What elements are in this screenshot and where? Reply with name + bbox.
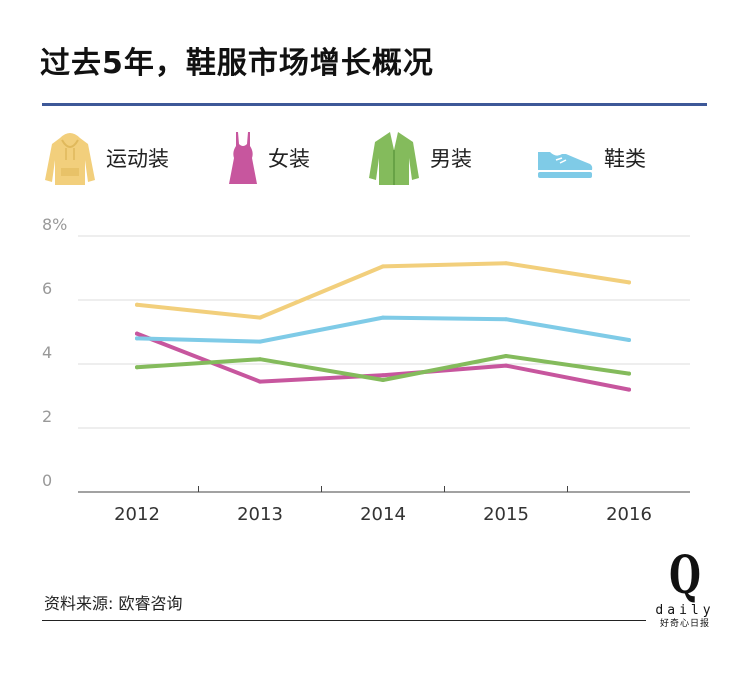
logo-word: daily [655,603,715,618]
legend-item-womenswear: 女装 [228,128,310,188]
x-tick-label: 2013 [237,504,283,525]
data-point [381,378,385,382]
logo-letter: Q [669,545,701,606]
data-point [135,302,139,307]
x-tick-label: 2016 [606,504,652,525]
legend-item-footwear: 鞋类 [536,128,646,188]
legend-label: 运动装 [106,147,169,171]
data-point [258,339,262,344]
jacket-icon [369,132,419,185]
y-tick-label: 0 [42,471,52,490]
y-tick-label: 6 [42,279,52,298]
data-point [381,264,385,269]
data-point [504,261,508,266]
logo-subtitle: 好奇心日报 [659,619,710,629]
data-point [627,338,631,342]
source-note: 资料来源: 欧睿咨询 [44,594,183,613]
source-divider [42,620,646,621]
legend-item-sportswear: 运动装 [44,128,169,188]
legend-label: 鞋类 [604,147,646,171]
data-point [258,315,262,320]
y-tick-label: 4 [42,343,52,362]
data-point [258,357,262,362]
qdaily-logo: Q daily 好奇心日报 [655,550,715,630]
data-point [381,315,385,320]
data-point [135,336,139,341]
x-tick-label: 2015 [483,504,529,525]
data-point [135,331,139,336]
data-point [627,387,631,392]
y-tick-label: 8% [42,215,67,234]
series-line-鞋类 [135,315,631,344]
data-point [258,379,262,384]
x-tick-label: 2014 [360,504,406,525]
data-point [504,363,508,368]
data-point [135,365,139,370]
data-point [627,371,631,376]
data-point [504,317,508,322]
data-point [627,280,631,285]
title-divider [42,103,707,106]
x-tick-label: 2012 [114,504,160,525]
hoodie-icon [45,133,95,185]
legend-item-menswear: 男装 [368,128,472,188]
series-line-运动装 [135,261,631,320]
y-tick-label: 2 [42,407,52,426]
sneaker-icon [538,152,593,178]
data-point [381,373,385,378]
data-point [504,354,508,358]
dress-icon [229,132,257,184]
legend-label: 男装 [430,147,472,171]
chart-title: 过去5年，鞋服市场增长概况 [40,46,434,81]
legend-label: 女装 [268,147,310,171]
